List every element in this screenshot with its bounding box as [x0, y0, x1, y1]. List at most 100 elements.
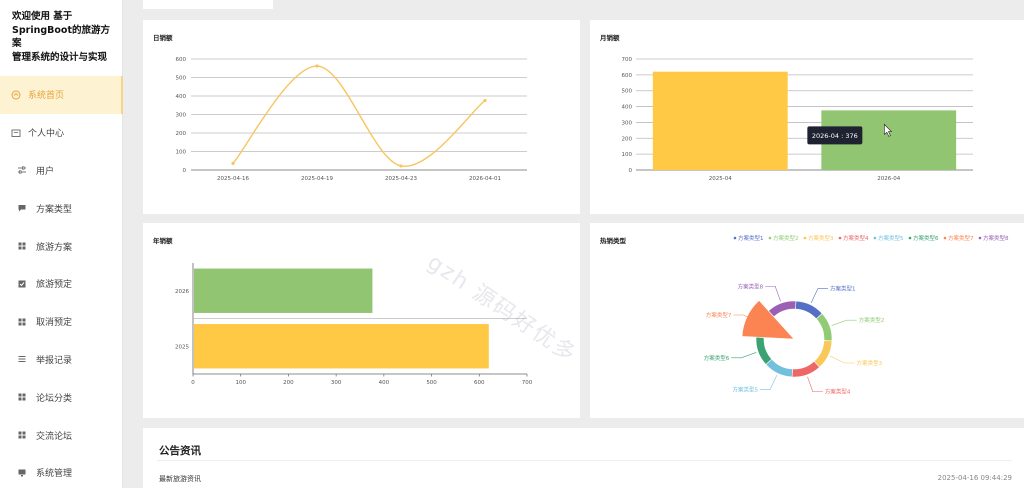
yearly-sales-chart: 0 100 200 300 400 500 600 700 2026 2025	[175, 263, 533, 386]
panel-title: 日销额	[153, 34, 173, 42]
x-tick-label: 2025-04-23	[385, 176, 417, 182]
monitor-icon	[16, 467, 28, 479]
y-tick-label: 2026	[175, 289, 189, 295]
legend-item[interactable]: 方案类型3	[803, 234, 834, 242]
sidebar-item-users[interactable]: 用户	[0, 152, 123, 190]
legend-marker	[733, 236, 737, 240]
x-tick-label: 2026-04-01	[469, 176, 501, 182]
legend-label: 方案类型7	[948, 234, 974, 242]
daily-sales-panel: 日销额 0 100 200 300 400 500 600 2025-04-16 2025-04…	[143, 20, 580, 214]
legend-item[interactable]: 方案类型4	[838, 234, 869, 242]
panel-title: 热销类型	[600, 237, 626, 245]
legend-item[interactable]: 方案类型7	[943, 234, 974, 242]
legend-item[interactable]: 方案类型2	[768, 234, 799, 242]
hot-types-chart: 方案类型1 方案类型2 方案类型3 方案类型4 方案类型5 方案类型6 方案类型7 方案类型8…	[704, 234, 1009, 396]
y-tick-label: 200	[176, 131, 187, 137]
label-line	[810, 288, 828, 303]
x-tick-label: 2025-04	[709, 176, 732, 182]
sidebar-item-plan-types[interactable]: 方案类型	[0, 189, 123, 227]
slice-label: 方案类型3	[857, 359, 883, 367]
tooltip-text: 2026-04 : 376	[812, 132, 858, 140]
panel-title: 月销额	[600, 34, 620, 42]
checkbox-icon	[16, 278, 28, 290]
brand-title: 欢迎使用 基于 SpringBoot的旅游方案 管理系统的设计与实现	[0, 0, 122, 64]
label-line	[760, 375, 778, 390]
sidebar-item-label: 举报记录	[36, 355, 73, 366]
panel-title: 年销额	[153, 237, 173, 245]
x-tick-label: 400	[379, 380, 390, 386]
brand-line: 欢迎使用 基于	[12, 11, 73, 22]
hot-types-panel: 热销类型 方案类型1 方案类型2 方案类型3 方案类型4 方案类型5 方案类型6 方案类型7…	[590, 223, 1024, 418]
legend-item[interactable]: 方案类型1	[733, 234, 764, 242]
y-tick-label: 600	[622, 73, 633, 79]
sidebar-item-system[interactable]: 系统管理	[0, 454, 123, 488]
notice-item-title[interactable]: 最新旅游资讯	[159, 475, 201, 483]
legend-marker	[908, 236, 912, 240]
pie-slice	[791, 360, 820, 378]
x-tick-label: 2026-04	[877, 176, 900, 182]
sidebar-item-label: 个人中心	[28, 129, 65, 140]
sidebar-item-label: 用户	[36, 166, 55, 177]
y-tick-label: 500	[622, 89, 633, 95]
legend-marker	[978, 236, 982, 240]
sidebar: 欢迎使用 基于 SpringBoot的旅游方案 管理系统的设计与实现 系统首页 …	[0, 0, 123, 488]
notice-panel: 公告资讯 最新旅游资讯 2025-04-16 09:44:29	[143, 428, 1024, 488]
legend-label: 方案类型2	[773, 234, 799, 242]
legend-item[interactable]: 方案类型5	[873, 234, 904, 242]
monthly-sales-chart: 0 100 200 300 400 500 600 700 2025-04 2026-04 2026…	[622, 57, 973, 182]
brand-line: SpringBoot的旅游方案	[12, 24, 110, 50]
bar	[194, 268, 373, 313]
notice-title: 公告资讯	[159, 445, 201, 457]
label-line	[830, 355, 855, 364]
y-tick-label: 600	[176, 57, 187, 63]
y-tick-label: 200	[622, 136, 633, 142]
slice-label: 方案类型5	[733, 386, 759, 394]
label-line	[733, 314, 758, 323]
x-tick-label: 700	[522, 380, 533, 386]
sidebar-item-forum-categories[interactable]: 论坛分类	[0, 378, 123, 416]
legend-label: 方案类型1	[738, 234, 764, 242]
grid-icon	[16, 429, 28, 441]
slice-label: 方案类型2	[859, 316, 885, 324]
sidebar-item-forum[interactable]: 交流论坛	[0, 416, 123, 454]
y-tick-label: 400	[622, 105, 633, 111]
divider	[157, 460, 1012, 461]
y-tick-label: 300	[622, 120, 633, 126]
y-tick-label: 100	[176, 150, 187, 156]
sidebar-item-label: 系统首页	[28, 91, 65, 102]
sidebar-item-label: 系统管理	[36, 469, 73, 480]
sidebar-item-label: 交流论坛	[36, 431, 73, 442]
chat-icon	[16, 202, 28, 214]
sidebar-item-home[interactable]: 系统首页	[0, 76, 123, 114]
monthly-sales-panel: 月销额 0 100 200 300 400 500 600 700 2025-04 2026-04…	[590, 20, 1024, 214]
sidebar-item-travel-plans[interactable]: 旅游方案	[0, 227, 123, 265]
sidebar-item-cancellations[interactable]: 取消预定	[0, 303, 123, 341]
legend-item[interactable]: 方案类型6	[908, 234, 939, 242]
sidebar-item-reports[interactable]: 举报记录	[0, 341, 123, 379]
data-point	[483, 98, 487, 103]
sidebar-item-label: 论坛分类	[36, 393, 73, 404]
pie-slice	[765, 358, 793, 378]
pie-slice	[815, 313, 833, 342]
legend-item[interactable]: 方案类型8	[978, 234, 1009, 242]
legend-label: 方案类型4	[843, 234, 869, 242]
sidebar-item-bookings[interactable]: 旅游预定	[0, 265, 123, 303]
y-tick-label: 2025	[175, 344, 189, 350]
home-icon	[10, 89, 22, 101]
x-tick-label: 100	[235, 380, 246, 386]
sidebar-nav: 系统首页 个人中心 用户 方案类型 旅游方案	[0, 76, 123, 488]
y-tick-label: 500	[176, 76, 187, 82]
list-icon	[16, 353, 28, 365]
legend-label: 方案类型5	[878, 234, 904, 242]
x-tick-label: 600	[474, 380, 485, 386]
x-tick-label: 500	[426, 380, 437, 386]
label-line	[765, 285, 781, 302]
label-line	[807, 376, 823, 393]
legend-marker	[803, 236, 807, 240]
x-tick-label: 200	[283, 380, 294, 386]
y-tick-label: 0	[629, 168, 633, 174]
bar	[194, 324, 489, 369]
sidebar-item-label: 旅游预定	[36, 280, 73, 291]
tooltip-box	[807, 126, 863, 145]
sidebar-item-profile[interactable]: 个人中心	[0, 114, 123, 152]
